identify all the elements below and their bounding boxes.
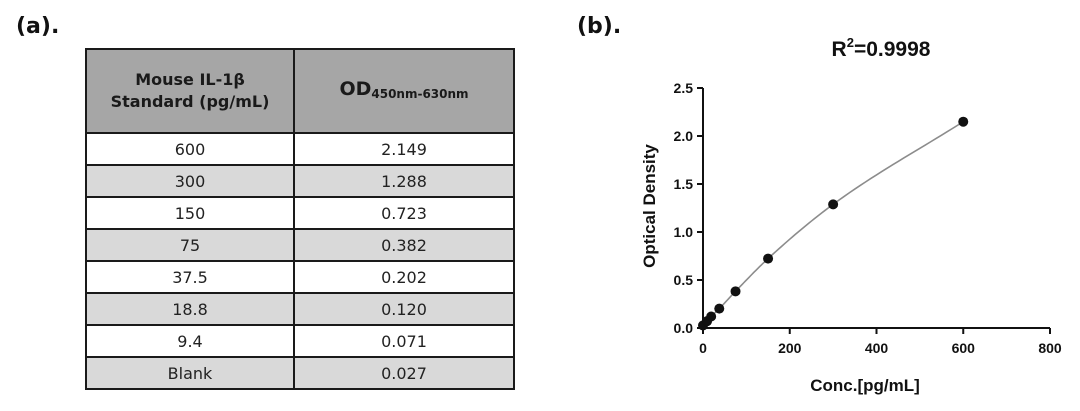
table-row: 300 1.288 [85, 164, 515, 198]
chart-title-superscript: 2 [847, 35, 854, 50]
cell-standard: 9.4 [85, 324, 295, 358]
panel-a-label: (a). [16, 14, 60, 39]
cell-od: 2.149 [293, 132, 515, 166]
y-tick-label: 2.0 [674, 128, 694, 144]
cell-standard: 300 [85, 164, 295, 198]
panel-b-label: (b). [577, 14, 622, 39]
cell-od: 0.723 [293, 196, 515, 230]
cell-standard: 75 [85, 228, 295, 262]
standard-table: Mouse IL-1β Standard (pg/mL) OD450nm-630… [85, 48, 515, 390]
y-tick-label: 0.0 [674, 320, 694, 336]
header-od-sub: 450nm-630nm [371, 86, 469, 101]
table-row: 150 0.723 [85, 196, 515, 230]
data-point [730, 286, 741, 297]
table-row: 9.4 0.071 [85, 324, 515, 358]
data-point [958, 116, 969, 127]
cell-od: 0.071 [293, 324, 515, 358]
axes: 0.0 0.5 1.0 1.5 2.0 2.5 0 200 400 600 800 [674, 80, 1062, 356]
table-row: 37.5 0.202 [85, 260, 515, 294]
table-row: 75 0.382 [85, 228, 515, 262]
fit-curve [702, 121, 964, 326]
x-tick-label: 0 [699, 340, 707, 356]
y-axis-label: Optical Density [640, 144, 659, 268]
x-tick-label: 400 [865, 340, 889, 356]
header-od: OD450nm-630nm [293, 48, 515, 134]
chart-title-value: =0.9998 [854, 38, 931, 61]
cell-standard: 18.8 [85, 292, 295, 326]
header-standard-line1: Mouse IL-1β [135, 70, 245, 89]
data-point [828, 199, 839, 210]
x-tick-label: 600 [952, 340, 976, 356]
y-tick-label: 2.5 [674, 80, 694, 96]
data-point [714, 303, 725, 314]
cell-od: 0.120 [293, 292, 515, 326]
x-tick-label: 800 [1038, 340, 1062, 356]
header-standard-line2: Standard (pg/mL) [110, 92, 270, 111]
header-od-main: OD [339, 77, 372, 100]
x-axis-label: Conc.[pg/mL] [810, 376, 920, 395]
y-tick-label: 1.5 [674, 176, 694, 192]
header-standard: Mouse IL-1β Standard (pg/mL) [85, 48, 295, 134]
data-point [706, 311, 717, 322]
cell-standard: 150 [85, 196, 295, 230]
table-row: 18.8 0.120 [85, 292, 515, 326]
y-tick-label: 0.5 [674, 272, 694, 288]
y-tick-label: 1.0 [674, 224, 694, 240]
table-row: 600 2.149 [85, 132, 515, 166]
table-row: Blank 0.027 [85, 356, 515, 390]
cell-od: 0.027 [293, 356, 515, 390]
chart-title-prefix: R [832, 38, 847, 61]
data-point [763, 253, 774, 264]
x-tick-label: 200 [778, 340, 802, 356]
cell-standard: Blank [85, 356, 295, 390]
cell-standard: 600 [85, 132, 295, 166]
cell-standard: 37.5 [85, 260, 295, 294]
chart-title: R2=0.9998 [832, 35, 931, 61]
cell-od: 0.202 [293, 260, 515, 294]
cell-od: 1.288 [293, 164, 515, 198]
data-points [698, 116, 969, 331]
cell-od: 0.382 [293, 228, 515, 262]
table-header-row: Mouse IL-1β Standard (pg/mL) OD450nm-630… [85, 48, 515, 134]
